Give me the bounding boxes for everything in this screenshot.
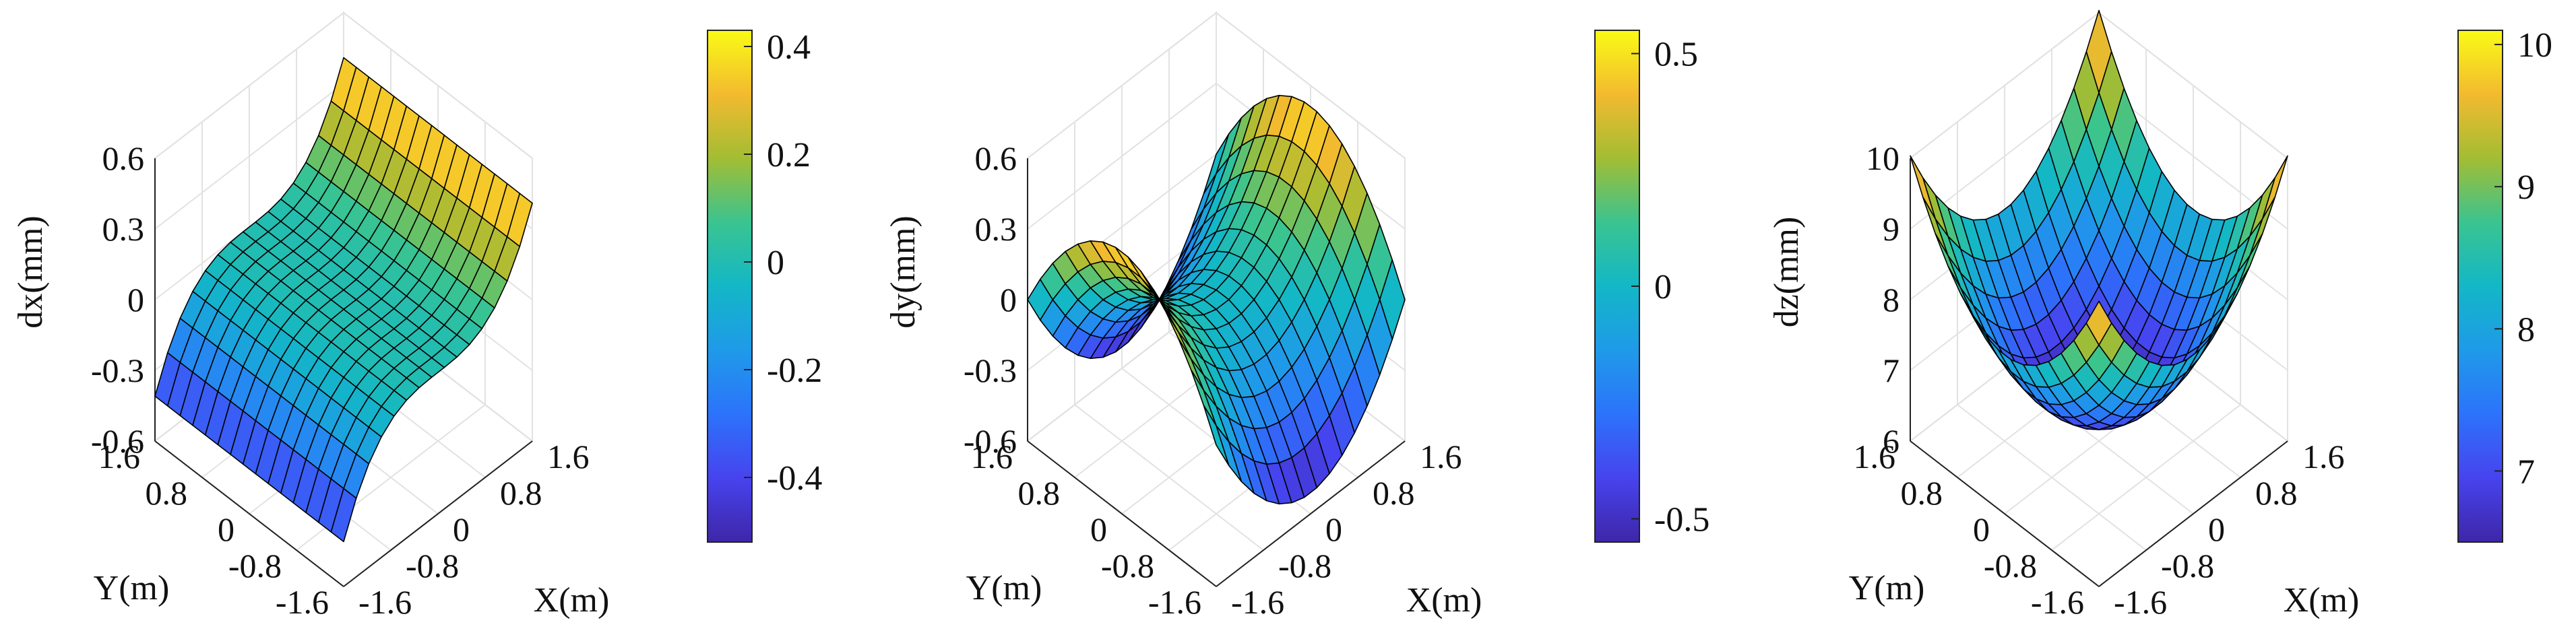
x-axis-label: X(m) [534,581,610,620]
surface-patch [1203,405,1230,467]
x-axis-line [343,440,533,587]
surface [154,57,533,543]
surface-patch [2085,300,2112,346]
z-tick-label: 0.3 [975,210,1017,248]
panel-dy: -0.6-0.300.30.6-1.6-0.800.81.6-1.6-0.800… [884,11,1709,621]
x-tick-label: 1.6 [2302,438,2345,475]
z-tick-label: 0.6 [102,139,145,177]
y-tick-label: -0.8 [1101,547,1154,584]
y-axis-line [154,440,344,587]
z-tick-label: 7 [1883,352,1899,389]
z-tick-label: -0.6 [91,422,144,460]
x-tick-label: 0 [2208,510,2225,548]
z-tick-label: 6 [1883,422,1899,460]
surface [1910,9,2288,430]
y-tick-label: -1.6 [2031,583,2084,621]
x-tick-label: -0.8 [1278,547,1331,584]
x-tick-label: 0.8 [2255,474,2298,512]
axis-ticks: -0.6-0.300.30.6-1.6-0.800.81.6-1.6-0.800… [964,139,1462,621]
colorbar-tick-label: 8 [2517,310,2535,349]
colorbar-tick-label: 0.2 [767,136,811,174]
y-axis-label: Y(m) [94,569,170,607]
y-tick-label: 0 [1973,510,1990,548]
y-tick-label: 0.8 [1901,474,1943,512]
surface-patch [2261,155,2288,220]
colorbar-gradient [2457,30,2503,543]
y-tick-label: 1.6 [1854,438,1896,475]
y-tick-label: -1.6 [1148,583,1201,621]
colorbar: -0.5 0 0.5 [1594,30,1709,543]
colorbar: 7 8 9 10 [2457,26,2552,543]
y-tick-label: -1.6 [276,583,329,621]
x-tick-label: 0.8 [500,474,542,512]
x-tick-label: 0 [1325,510,1342,548]
x-tick-label: 0 [453,510,470,548]
z-tick-label: 10 [1866,139,1899,177]
colorbar: -0.4 -0.2 0 0.2 0.4 [707,28,822,543]
colorbar-gradient [707,30,753,543]
z-tick-label: -0.6 [964,422,1017,460]
panel-dx: -0.6-0.300.30.6-1.6-0.800.81.6-1.6-0.800… [11,11,822,621]
colorbar-tick-label: 0.5 [1654,36,1698,74]
y-tick-label: 0 [218,510,234,548]
colorbar-tick-label: 10 [2517,26,2552,65]
x-tick-label: 1.6 [1420,438,1462,475]
y-tick-label: -0.8 [1984,547,2037,584]
colorbar-tick-label: 0.4 [767,28,811,67]
z-tick-label: 8 [1883,281,1899,319]
x-axis-label: X(m) [1406,581,1482,620]
y-tick-label: 0.8 [1018,474,1061,512]
z-tick-label: 9 [1883,210,1899,248]
surface [1027,94,1406,505]
y-axis-line [1027,440,1217,587]
z-tick-label: 0 [1000,281,1017,319]
colorbar-tick-label: -0.4 [767,459,822,498]
y-tick-label: 1.6 [98,438,141,475]
colorbar-tick-label: -0.5 [1654,500,1709,539]
y-tick-label: 0 [1090,510,1107,548]
x-axis-line [1216,440,1406,587]
x-tick-label: -1.6 [358,583,412,621]
x-axis-label: X(m) [2284,581,2360,620]
x-tick-label: -0.8 [2161,547,2214,584]
y-tick-label: 0.8 [146,474,188,512]
y-axis-line [1910,440,2100,587]
z-axis-label: dz(mm) [1767,217,1806,328]
x-tick-label: -1.6 [1231,583,1284,621]
z-tick-label: 0 [127,281,144,319]
y-tick-label: -0.8 [228,547,282,584]
colorbar-tick-label: -0.2 [767,352,822,390]
x-tick-label: -1.6 [2114,583,2167,621]
surface-patch [330,488,357,543]
x-axis-line [2098,440,2288,587]
colorbar-tick-label: 0 [767,244,784,282]
colorbar-tick-label: 7 [2517,453,2535,491]
x-tick-label: 1.6 [547,438,590,475]
z-tick-label: -0.3 [91,352,144,389]
z-tick-label: -0.3 [964,352,1017,389]
colorbar-tick-label: 0 [1654,268,1672,306]
y-grid-line [2004,86,2194,514]
x-tick-label: -0.8 [406,547,459,584]
y-tick-label: 1.6 [971,438,1013,475]
axis-ticks: -0.6-0.300.30.6-1.6-0.800.81.6-1.6-0.800… [91,139,590,621]
z-tick-label: 0.6 [975,139,1017,177]
y-axis-label: Y(m) [966,569,1042,607]
z-axis-label: dy(mm) [884,215,922,329]
colorbar-tick-label: 9 [2517,168,2535,207]
surface-patch [1910,155,1937,220]
x-tick-label: 0.8 [1373,474,1415,512]
y-axis-label: Y(m) [1849,569,1925,607]
z-axis-label: dx(mm) [11,215,50,329]
z-tick-label: 0.3 [102,210,145,248]
